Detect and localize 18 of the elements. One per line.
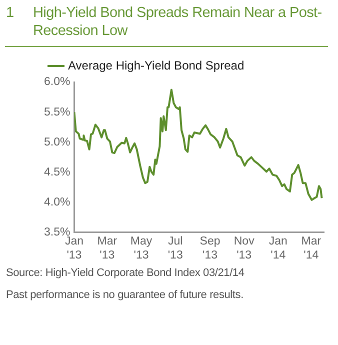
x-tick-label: Jul '13 [168, 235, 183, 262]
x-tick-label: Jan '13 [64, 235, 84, 262]
chart-title: High-Yield Bond Spreads Remain Near a Post-Recession Low [33, 4, 323, 40]
legend-label: Average High-Yield Bond Spread [68, 58, 244, 72]
x-tick-label: Sep '13 [200, 235, 220, 262]
x-tick-label: Jan '14 [268, 235, 288, 262]
x-tick-label: Mar '13 [97, 235, 118, 262]
x-tick-label: Nov '13 [234, 235, 255, 262]
y-tick-label: 4.0% [44, 196, 70, 208]
y-tick-label: 5.5% [44, 106, 70, 118]
x-tick-label: Mar '14 [301, 235, 322, 262]
text: 1 [6, 4, 15, 23]
y-tick-label: 6.0% [44, 76, 70, 88]
y-tick-label: 5.0% [44, 136, 70, 148]
y-tick-label: 4.5% [44, 166, 70, 178]
source-note: Source: High-Yield Corporate Bond Index 03/21/14 [6, 266, 246, 280]
x-tick-label: May '13 [130, 235, 152, 262]
text: Past performance is no guarantee of future results. [6, 288, 244, 302]
